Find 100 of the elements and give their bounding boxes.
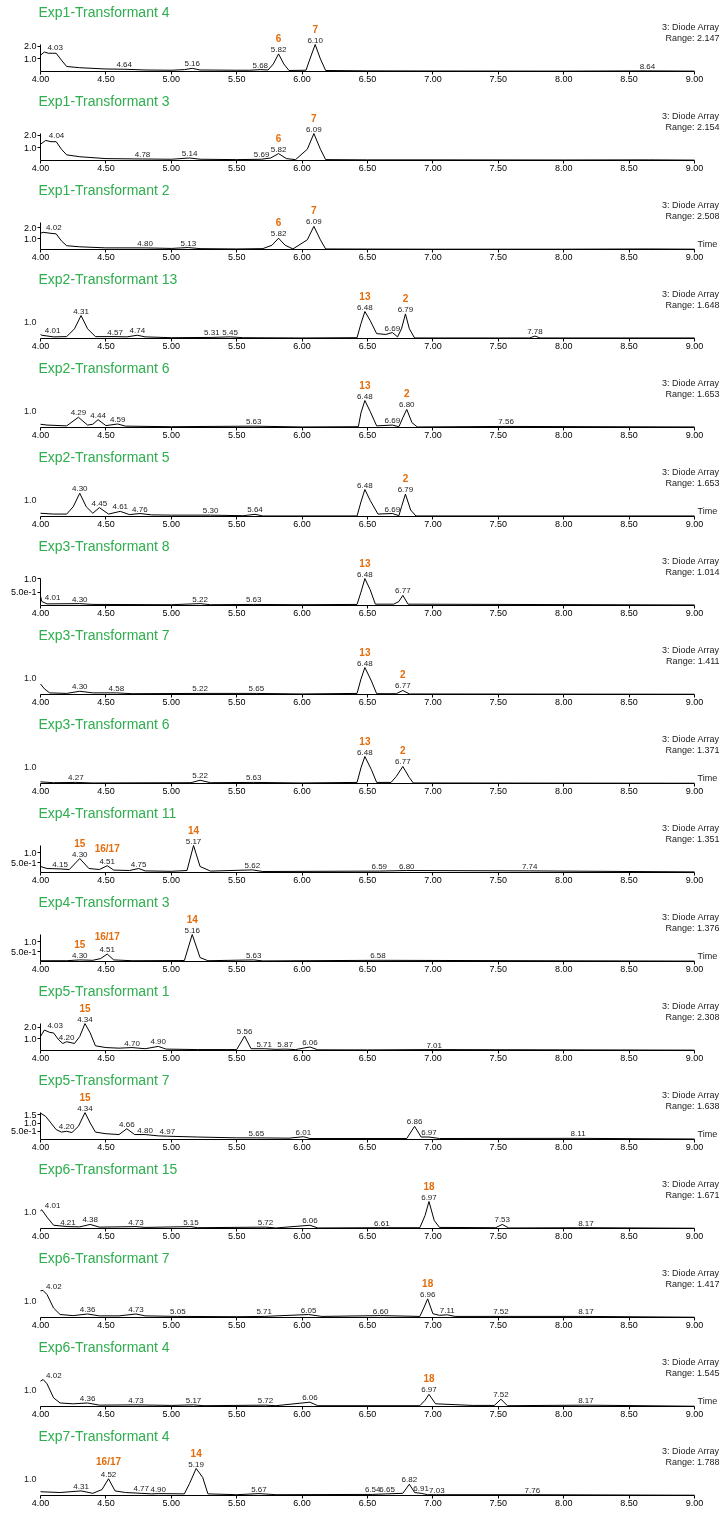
text: 3: Diode Array [661, 199, 720, 210]
x-tick-label: 8.50 [620, 696, 638, 707]
x-tick-label: 8.00 [554, 1230, 573, 1241]
annotation: 5.56 [236, 1027, 253, 1037]
annotation: 15 [79, 1002, 91, 1014]
annotation: 4.64 [116, 60, 133, 70]
text: Range: 2.508 [665, 210, 720, 221]
x-tick-label: 5.50 [227, 874, 246, 885]
x-tick-label: 9.00 [685, 251, 704, 262]
text: Range: 1.014 [665, 566, 720, 577]
x-tick-label: 8.50 [620, 251, 638, 262]
annotation: 6.69 [384, 323, 401, 333]
text: Range: 1.376 [665, 922, 720, 933]
annotation: 4.36 [79, 1304, 96, 1314]
x-tick-label: 4.50 [97, 429, 115, 440]
x-axis-title: Time [697, 238, 718, 249]
annotation: 4.27 [68, 773, 85, 783]
y-tick-label: 1.0 [23, 847, 37, 858]
x-tick-label: 4.00 [31, 1408, 50, 1419]
x-tick-label: 9.00 [685, 1319, 704, 1330]
text: Range: 1.653 [665, 388, 720, 399]
annotation: 4.02 [46, 1281, 63, 1291]
annotation: 4.44 [90, 410, 107, 420]
x-tick-label: 7.50 [489, 73, 508, 84]
x-tick-label: 9.00 [685, 1408, 704, 1419]
x-tick-label: 9.00 [685, 340, 704, 351]
x-tick-label: 4.00 [31, 251, 50, 262]
x-tick-label: 7.50 [489, 1408, 508, 1419]
x-tick-label: 8.50 [620, 1408, 638, 1419]
annotation: 18 [422, 1277, 434, 1289]
x-tick-label: 4.00 [31, 1141, 50, 1152]
x-tick-label: 4.50 [97, 1319, 115, 1330]
x-tick-label: 4.00 [31, 1230, 50, 1241]
annotation: 6.48 [357, 302, 374, 312]
text: 3: Diode Array [661, 110, 720, 121]
annotation: 5.22 [192, 594, 209, 604]
x-tick-label: 7.50 [489, 1497, 508, 1508]
x-tick-label: 6.50 [358, 1230, 377, 1241]
x-tick-label: 6.00 [293, 607, 311, 618]
annotation: 4.03 [47, 1021, 64, 1031]
x-tick-label: 5.50 [227, 429, 246, 440]
x-tick-label: 8.00 [554, 1408, 573, 1419]
text: 3: Diode Array [661, 911, 720, 922]
x-tick-label: 9.00 [685, 963, 704, 974]
x-tick-label: 9.00 [685, 696, 704, 707]
x-tick-label: 6.50 [358, 251, 377, 262]
annotation: 5.22 [192, 684, 209, 694]
annotation: 6.77 [395, 586, 412, 596]
x-tick-label: 6.00 [293, 1408, 311, 1419]
x-tick-label: 8.00 [554, 162, 573, 173]
annotation: 15 [74, 837, 86, 849]
chart-title: Exp6-Transformant 7 [38, 1249, 170, 1266]
x-tick-label: 6.50 [358, 1497, 377, 1508]
annotation: 4.59 [109, 414, 127, 424]
annotation: 4.73 [128, 1304, 145, 1314]
x-tick-label: 8.50 [620, 607, 638, 618]
annotation: 5.71 [256, 1307, 273, 1317]
annotation: 4.78 [134, 150, 151, 159]
x-tick-label: 7.00 [424, 963, 442, 974]
x-tick-label: 4.00 [31, 162, 50, 173]
x-tick-label: 7.50 [489, 1052, 508, 1063]
x-tick-label: 7.50 [489, 251, 508, 262]
x-tick-label: 8.50 [620, 73, 638, 84]
chart-title: Exp2-Transformant 13 [38, 270, 178, 287]
annotation: 2 [402, 473, 409, 485]
x-tick-label: 5.50 [227, 518, 246, 529]
x-tick-label: 5.00 [162, 340, 181, 351]
x-axis-title: Time [697, 1128, 718, 1139]
x-tick-label: 6.00 [293, 1497, 311, 1508]
chart-title: Exp3-Transformant 8 [38, 537, 170, 554]
annotation: 14 [186, 913, 199, 925]
x-tick-label: 5.00 [162, 874, 181, 885]
annotation: 7 [312, 23, 319, 35]
annotation: 5.65 [248, 1128, 265, 1138]
x-tick-label: 5.00 [162, 785, 181, 796]
x-tick-label: 5.50 [227, 340, 246, 351]
annotation: 5.63 [245, 417, 263, 427]
annotation: 6.10 [307, 35, 324, 45]
annotation: 4.75 [130, 859, 147, 869]
annotation: 6.48 [357, 747, 374, 757]
x-tick-label: 4.50 [97, 874, 115, 885]
x-tick-label: 6.00 [293, 1052, 311, 1063]
y-tick-label: 1.0 [23, 573, 37, 584]
x-tick-label: 5.50 [227, 607, 246, 618]
text: Range: 2.154 [665, 121, 720, 132]
x-tick-label: 4.00 [31, 874, 50, 885]
x-tick-label: 6.50 [358, 429, 377, 440]
annotation: 6.60 [372, 1306, 389, 1316]
chart-title: Exp6-Transformant 15 [38, 1160, 178, 1177]
annotation: 4.38 [82, 1215, 99, 1225]
x-tick-label: 5.00 [162, 1497, 181, 1508]
x-tick-label: 5.50 [227, 963, 246, 974]
annotation: 14 [190, 1447, 203, 1459]
x-tick-label: 4.50 [97, 162, 115, 173]
x-tick-label: 5.00 [162, 1408, 181, 1419]
x-tick-label: 4.50 [97, 1408, 115, 1419]
x-tick-label: 6.50 [358, 963, 377, 974]
x-tick-label: 4.00 [31, 1052, 50, 1063]
x-tick-label: 5.00 [162, 1230, 181, 1241]
annotation: 5.82 [270, 229, 287, 239]
